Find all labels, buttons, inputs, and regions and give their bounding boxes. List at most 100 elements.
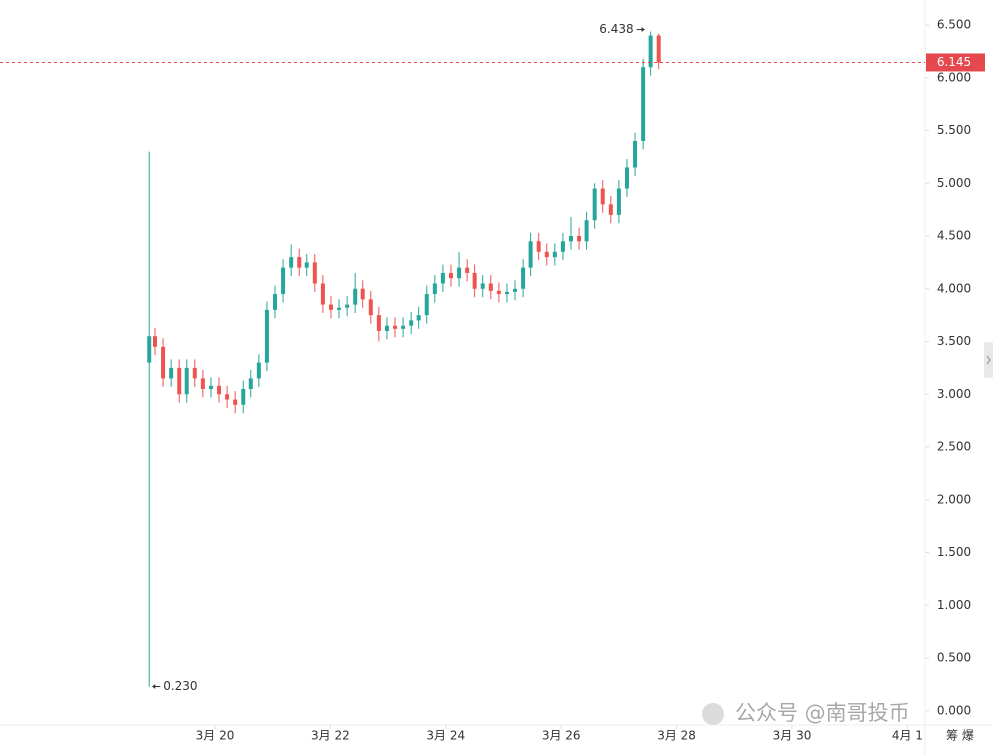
candle-body <box>289 257 294 268</box>
candle-body <box>184 367 189 395</box>
max-arrow-head <box>641 27 645 33</box>
candle-body <box>264 309 269 363</box>
candle-body <box>217 385 222 395</box>
candle-body <box>147 336 152 363</box>
candle-body <box>544 251 549 258</box>
x-tick-label: 3月 24 <box>426 729 465 743</box>
candle-body <box>472 272 477 289</box>
candle-body <box>297 257 302 268</box>
candle-body <box>457 267 462 279</box>
candle-body <box>248 378 253 389</box>
candle-body <box>225 394 230 400</box>
candle-body <box>521 267 526 289</box>
candle-body <box>273 294 278 310</box>
candle-body <box>241 388 246 405</box>
y-tick-label: 0.000 <box>937 703 971 717</box>
y-tick-label: 4.000 <box>937 281 971 295</box>
candle-body <box>624 167 629 189</box>
min-arrow-head <box>152 683 156 689</box>
y-tick-label: 5.500 <box>937 123 971 137</box>
candle-body <box>360 288 365 300</box>
candle-body <box>432 283 437 295</box>
max-label: 6.438 <box>599 22 633 36</box>
x-tick-label: 3月 26 <box>542 729 581 743</box>
candle-body <box>161 346 166 379</box>
candle-body <box>592 188 597 221</box>
candle-body <box>416 315 421 321</box>
y-tick-label: 4.500 <box>937 229 971 243</box>
candle-body <box>600 188 605 205</box>
candle-body <box>569 236 574 242</box>
candle-body <box>337 307 342 310</box>
candle-body <box>281 267 286 295</box>
y-tick-label: 6.000 <box>937 70 971 84</box>
candle-body <box>328 304 333 310</box>
y-tick-label: 2.000 <box>937 492 971 506</box>
candle-body <box>577 236 582 242</box>
candle-body <box>384 325 389 331</box>
x-tick-label: 4月 1 <box>892 729 923 743</box>
watermark: 公众号 @南哥投币 <box>735 701 910 725</box>
last-price-label: 6.145 <box>937 55 971 69</box>
candle-body <box>465 267 470 273</box>
candle-body <box>177 367 182 395</box>
candle-body <box>560 241 565 252</box>
candle-body <box>192 367 197 379</box>
y-tick-label: 1.500 <box>937 545 971 559</box>
x-tick-label: 3月 20 <box>196 729 235 743</box>
candle-body <box>552 251 557 258</box>
candle-body <box>648 35 653 68</box>
candle-body <box>320 283 325 305</box>
candle-body <box>496 290 501 295</box>
candle-body <box>376 315 381 331</box>
candle-body <box>584 220 589 242</box>
y-tick-label: 3.000 <box>937 387 971 401</box>
y-tick-label: 1.000 <box>937 598 971 612</box>
y-tick-label: 5.000 <box>937 176 971 190</box>
x-tick-label: 3月 28 <box>657 729 696 743</box>
x-tick-label: 3月 22 <box>311 729 350 743</box>
x-tick-label: 3月 30 <box>773 729 812 743</box>
candle-body <box>513 288 518 292</box>
candle-body <box>401 325 406 329</box>
candle-body <box>448 272 453 279</box>
candle-body <box>480 283 485 289</box>
side-handle-arrow <box>986 355 991 365</box>
side-handle[interactable] <box>984 342 993 378</box>
candle-body <box>345 304 350 308</box>
candle-body <box>169 367 174 379</box>
candle-body <box>208 385 213 389</box>
candle-body <box>608 204 613 215</box>
y-tick-label: 6.500 <box>937 18 971 32</box>
candle-body <box>528 241 533 268</box>
candle-body <box>641 67 646 142</box>
candle-body <box>504 291 509 295</box>
candle-body <box>424 294 429 316</box>
candle-body <box>256 362 261 379</box>
candle-body <box>536 241 541 252</box>
candle-body <box>616 188 621 215</box>
y-tick-label: 0.500 <box>937 651 971 665</box>
min-label: 0.230 <box>163 679 197 693</box>
candle-body <box>304 262 309 268</box>
candle-body <box>368 299 373 316</box>
candle-body <box>233 399 238 405</box>
candle-body <box>656 35 661 63</box>
wechat-icon <box>702 703 724 725</box>
candle-body <box>353 288 358 305</box>
candle-body <box>200 378 205 389</box>
plot-area: 0.000 0.500 1.000 1.500 2.000 2.500 3.000 3.500… <box>0 18 971 743</box>
candle-body <box>152 336 157 347</box>
candle-body <box>633 141 638 168</box>
corner-text[interactable]: 筹 爆 <box>946 729 974 743</box>
y-tick-label: 2.500 <box>937 440 971 454</box>
candle-body <box>409 320 414 326</box>
last-price-box <box>926 53 985 72</box>
candle-body <box>312 262 317 284</box>
candle-body <box>440 272 445 284</box>
candle-body <box>488 283 493 291</box>
y-tick-label: 3.500 <box>937 334 971 348</box>
candle-body <box>393 325 398 329</box>
